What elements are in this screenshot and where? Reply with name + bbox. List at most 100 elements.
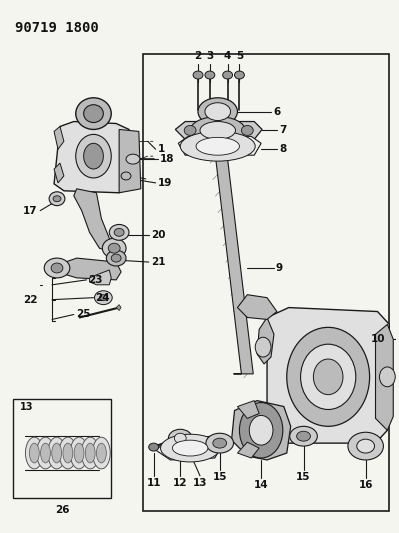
Text: 2: 2 — [194, 51, 201, 61]
Ellipse shape — [172, 440, 208, 456]
Ellipse shape — [109, 224, 129, 240]
Text: 18: 18 — [160, 154, 174, 164]
Polygon shape — [74, 189, 116, 252]
Text: 21: 21 — [151, 257, 165, 267]
Ellipse shape — [93, 437, 110, 469]
Text: 13: 13 — [193, 478, 207, 488]
Ellipse shape — [48, 437, 65, 469]
Text: 4: 4 — [224, 51, 231, 61]
Ellipse shape — [249, 415, 273, 445]
Ellipse shape — [49, 192, 65, 206]
Ellipse shape — [290, 426, 317, 446]
Polygon shape — [119, 130, 141, 193]
Polygon shape — [231, 401, 291, 460]
Text: 5: 5 — [236, 51, 243, 61]
Text: 17: 17 — [23, 206, 37, 215]
Text: 20: 20 — [151, 230, 165, 240]
Ellipse shape — [198, 98, 237, 125]
Ellipse shape — [74, 443, 84, 463]
Ellipse shape — [184, 125, 196, 135]
Ellipse shape — [84, 143, 103, 169]
Text: 19: 19 — [158, 178, 172, 188]
Ellipse shape — [70, 437, 88, 469]
Text: 11: 11 — [146, 478, 161, 488]
Ellipse shape — [357, 439, 375, 453]
Text: 23: 23 — [89, 275, 103, 285]
Ellipse shape — [76, 134, 111, 178]
Polygon shape — [116, 304, 121, 311]
Ellipse shape — [190, 117, 245, 144]
Ellipse shape — [235, 71, 244, 79]
Ellipse shape — [81, 437, 99, 469]
Polygon shape — [54, 122, 131, 193]
Polygon shape — [375, 325, 393, 430]
Text: 6: 6 — [273, 107, 280, 117]
Text: 10: 10 — [371, 334, 385, 344]
Text: 13: 13 — [20, 401, 33, 411]
Ellipse shape — [51, 263, 63, 273]
Text: 14: 14 — [254, 480, 269, 490]
Ellipse shape — [213, 438, 227, 448]
Ellipse shape — [223, 71, 233, 79]
Text: 12: 12 — [173, 478, 188, 488]
Text: 15: 15 — [296, 472, 311, 482]
Ellipse shape — [44, 258, 70, 278]
Ellipse shape — [239, 402, 283, 458]
Polygon shape — [175, 122, 262, 139]
Ellipse shape — [300, 344, 356, 409]
Polygon shape — [156, 436, 222, 460]
Ellipse shape — [348, 432, 383, 460]
Ellipse shape — [180, 132, 255, 161]
Ellipse shape — [200, 122, 235, 139]
Ellipse shape — [99, 295, 107, 301]
Ellipse shape — [114, 229, 124, 236]
Text: 7: 7 — [279, 125, 286, 135]
Ellipse shape — [193, 71, 203, 79]
Polygon shape — [178, 136, 261, 155]
Ellipse shape — [84, 104, 103, 123]
Ellipse shape — [205, 71, 215, 79]
Ellipse shape — [106, 250, 126, 266]
Ellipse shape — [37, 437, 54, 469]
Ellipse shape — [255, 337, 271, 357]
Ellipse shape — [160, 434, 220, 462]
Ellipse shape — [30, 443, 39, 463]
Text: 8: 8 — [279, 144, 286, 154]
Polygon shape — [54, 163, 64, 183]
Polygon shape — [57, 258, 121, 280]
Ellipse shape — [206, 433, 233, 453]
Ellipse shape — [63, 443, 73, 463]
Ellipse shape — [149, 443, 158, 451]
Polygon shape — [237, 401, 259, 418]
Ellipse shape — [108, 243, 120, 253]
Text: 24: 24 — [95, 293, 110, 303]
Ellipse shape — [76, 98, 111, 130]
Ellipse shape — [59, 437, 77, 469]
Bar — [143, 54, 389, 512]
Polygon shape — [237, 295, 277, 319]
Polygon shape — [267, 308, 389, 443]
Ellipse shape — [126, 154, 140, 164]
Ellipse shape — [287, 327, 369, 426]
Text: 16: 16 — [358, 480, 373, 490]
Polygon shape — [257, 318, 274, 364]
Ellipse shape — [85, 443, 95, 463]
Ellipse shape — [41, 443, 50, 463]
Ellipse shape — [313, 359, 343, 394]
Ellipse shape — [103, 238, 126, 258]
Polygon shape — [237, 442, 259, 458]
Ellipse shape — [205, 103, 231, 120]
Ellipse shape — [52, 443, 61, 463]
Ellipse shape — [241, 125, 253, 135]
Ellipse shape — [97, 443, 106, 463]
Ellipse shape — [111, 254, 121, 262]
Text: 25: 25 — [76, 310, 90, 319]
Polygon shape — [208, 159, 253, 374]
Bar — [13, 399, 111, 498]
Ellipse shape — [121, 172, 131, 180]
Polygon shape — [54, 126, 64, 149]
Text: 9: 9 — [276, 263, 283, 273]
Ellipse shape — [168, 429, 192, 447]
Text: 3: 3 — [206, 51, 213, 61]
Text: 15: 15 — [212, 472, 227, 482]
